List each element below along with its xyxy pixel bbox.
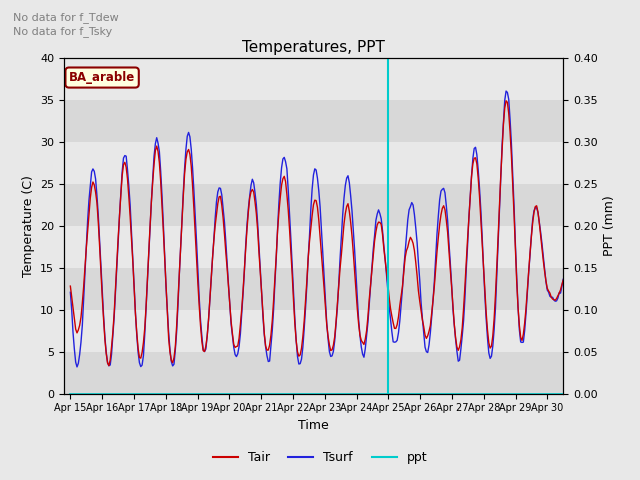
ppt xyxy=(67,391,74,396)
Bar xyxy=(64,142,563,184)
Tsurf xyxy=(234,351,241,357)
Text: No data for f_Tsky: No data for f_Tsky xyxy=(13,26,112,37)
Tsurf xyxy=(559,276,567,282)
Tair xyxy=(552,297,559,303)
Tsurf xyxy=(149,175,157,180)
Tair xyxy=(559,277,567,283)
Tsurf xyxy=(502,88,510,94)
Bar xyxy=(64,268,563,310)
Y-axis label: PPT (mm): PPT (mm) xyxy=(604,195,616,256)
Tsurf xyxy=(67,289,74,295)
Tair xyxy=(429,298,437,303)
Legend: Tair, Tsurf, ppt: Tair, Tsurf, ppt xyxy=(207,446,433,469)
Bar xyxy=(64,184,563,226)
Tair xyxy=(149,179,157,184)
ppt xyxy=(232,391,240,396)
Text: No data for f_Tdew: No data for f_Tdew xyxy=(13,12,118,23)
ppt xyxy=(428,391,436,396)
ppt xyxy=(129,391,136,396)
Tsurf xyxy=(552,299,559,304)
Tair xyxy=(67,283,74,289)
Tsurf xyxy=(319,250,326,255)
Tsurf xyxy=(73,364,81,370)
ppt xyxy=(548,391,556,396)
Y-axis label: Temperature (C): Temperature (C) xyxy=(22,175,35,276)
Tsurf xyxy=(131,281,138,287)
Tair xyxy=(105,363,113,369)
Line: Tair: Tair xyxy=(70,101,563,366)
Bar xyxy=(64,351,563,394)
Bar xyxy=(64,226,563,268)
Tair xyxy=(502,98,510,104)
Line: Tsurf: Tsurf xyxy=(70,91,563,367)
X-axis label: Time: Time xyxy=(298,419,329,432)
ppt xyxy=(559,391,567,396)
ppt xyxy=(148,391,156,396)
Bar xyxy=(64,310,563,351)
Title: Temperatures, PPT: Temperatures, PPT xyxy=(242,40,385,55)
Bar xyxy=(64,58,563,100)
Bar xyxy=(64,100,563,142)
Tair xyxy=(131,285,138,291)
ppt xyxy=(317,391,325,396)
Tair xyxy=(319,269,326,275)
Text: BA_arable: BA_arable xyxy=(69,71,135,84)
Tsurf xyxy=(429,297,437,303)
Tair xyxy=(234,343,241,349)
